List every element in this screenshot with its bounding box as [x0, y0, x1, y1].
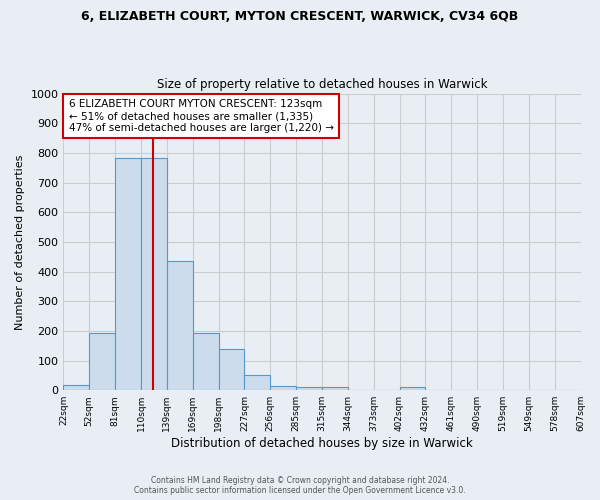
- Bar: [64, 385, 89, 390]
- Bar: [244, 376, 270, 390]
- Bar: [167, 260, 193, 390]
- Y-axis label: Number of detached properties: Number of detached properties: [15, 154, 25, 330]
- Title: Size of property relative to detached houses in Warwick: Size of property relative to detached ho…: [157, 78, 487, 91]
- Text: Contains HM Land Registry data © Crown copyright and database right 2024.
Contai: Contains HM Land Registry data © Crown c…: [134, 476, 466, 495]
- Bar: [141, 158, 167, 390]
- Bar: [89, 333, 115, 390]
- Bar: [296, 387, 322, 390]
- X-axis label: Distribution of detached houses by size in Warwick: Distribution of detached houses by size …: [171, 437, 473, 450]
- Bar: [193, 333, 218, 390]
- Bar: [322, 387, 348, 390]
- Bar: [270, 386, 296, 390]
- Bar: [218, 348, 244, 390]
- Bar: [400, 387, 425, 390]
- Text: 6, ELIZABETH COURT, MYTON CRESCENT, WARWICK, CV34 6QB: 6, ELIZABETH COURT, MYTON CRESCENT, WARW…: [82, 10, 518, 23]
- Text: 6 ELIZABETH COURT MYTON CRESCENT: 123sqm
← 51% of detached houses are smaller (1: 6 ELIZABETH COURT MYTON CRESCENT: 123sqm…: [68, 100, 334, 132]
- Bar: [115, 158, 141, 390]
